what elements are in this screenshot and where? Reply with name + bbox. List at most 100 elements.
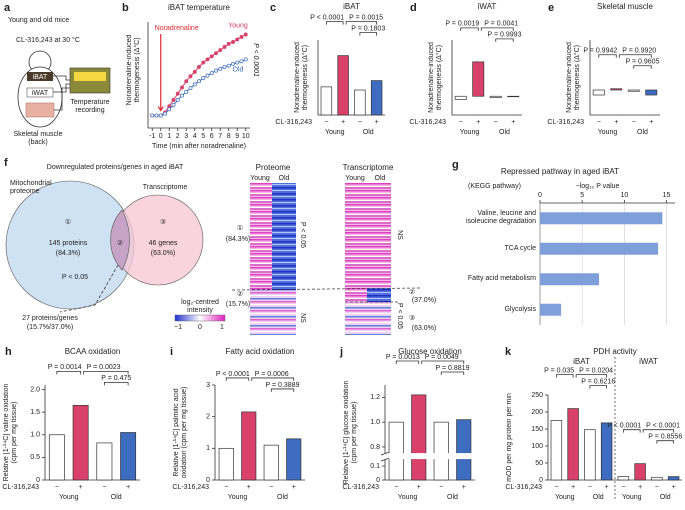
bracket bbox=[575, 374, 608, 378]
overlap-label: (15.7%/37.0%) bbox=[27, 324, 73, 331]
panel-letter: f bbox=[4, 157, 8, 169]
bar bbox=[489, 95, 502, 98]
bar bbox=[667, 476, 680, 481]
bar bbox=[584, 429, 596, 481]
y-tick-label: 0.1 bbox=[370, 463, 380, 470]
group-label: Young bbox=[325, 129, 345, 136]
venn-label: Mitochondrial bbox=[10, 180, 52, 187]
legend-label: Young bbox=[228, 22, 248, 29]
y-tick-label: 150 bbox=[531, 426, 543, 433]
x-tick-label: − bbox=[324, 119, 328, 126]
point bbox=[218, 66, 223, 71]
axis bbox=[147, 22, 250, 129]
bracket bbox=[598, 54, 617, 58]
bracket bbox=[495, 38, 514, 42]
point bbox=[205, 57, 210, 62]
x-tick-label: + bbox=[126, 484, 130, 491]
section-stat: P < 0.05 bbox=[299, 222, 306, 248]
x-tick-label: − bbox=[394, 484, 398, 491]
point bbox=[180, 85, 184, 90]
bar bbox=[48, 434, 65, 481]
column-label: Old bbox=[375, 175, 386, 182]
bar bbox=[218, 447, 234, 481]
point bbox=[197, 79, 201, 84]
bar bbox=[241, 411, 257, 481]
p-value: P = 0.9920 bbox=[622, 48, 656, 55]
panel-title: Downregulated proteins/genes in aged iBA… bbox=[47, 164, 184, 171]
bar bbox=[96, 442, 113, 481]
x-tick-label: 3 bbox=[184, 133, 188, 140]
x-tick-label: 15 bbox=[663, 192, 671, 199]
heatmap-block bbox=[345, 288, 367, 302]
chart-title: iBAT temperature bbox=[168, 3, 231, 12]
point bbox=[175, 97, 180, 102]
section-label: (37.0%) bbox=[412, 297, 437, 304]
point bbox=[192, 69, 197, 74]
p-value: P = 0.8556 bbox=[648, 434, 682, 441]
chart-title: BCAA oxidation bbox=[65, 347, 121, 356]
p-value: P = 0.0049 bbox=[425, 354, 459, 361]
bar bbox=[370, 80, 383, 116]
x-tick-label: 10 bbox=[620, 192, 628, 199]
y-tick-label: 100 bbox=[531, 443, 543, 450]
y-tick-label-box: TCA cycle bbox=[504, 245, 536, 252]
row-label: CL-316,243 bbox=[342, 484, 379, 491]
axis-break bbox=[381, 453, 475, 460]
point bbox=[205, 73, 210, 78]
p-value: P < 0.0001 bbox=[646, 423, 680, 430]
bar bbox=[337, 55, 349, 116]
x-tick-label: − bbox=[224, 484, 228, 491]
point bbox=[201, 76, 206, 81]
bracket bbox=[225, 377, 250, 381]
x-tick-label: + bbox=[462, 484, 466, 491]
x-tick-label: 2 bbox=[176, 133, 180, 140]
bracket bbox=[480, 27, 514, 31]
chart-title: Skeletal muscle bbox=[597, 2, 654, 11]
bracket bbox=[325, 21, 344, 25]
point bbox=[222, 44, 227, 49]
tissue-label: iBAT bbox=[33, 74, 48, 81]
section-stat: NS bbox=[396, 230, 403, 240]
point bbox=[226, 63, 231, 68]
y-axis-label-box: Relative [1-¹⁴C] palmitic acid oxidation… bbox=[173, 387, 188, 479]
point bbox=[214, 68, 218, 73]
legend-label: Old bbox=[233, 66, 244, 73]
point bbox=[171, 102, 176, 107]
x-tick-label: 6 bbox=[210, 133, 214, 140]
y-axis-label: Noradrenaline-induced thermogenesis (Δ°C… bbox=[294, 42, 310, 113]
x-tick-label: 8 bbox=[227, 133, 231, 140]
x-tick-label: 1 bbox=[167, 133, 171, 140]
bracket bbox=[555, 374, 574, 378]
point bbox=[154, 113, 159, 118]
group-label: Young bbox=[622, 494, 642, 501]
x-tick-label: − bbox=[269, 484, 273, 491]
bracket bbox=[270, 388, 295, 392]
point bbox=[180, 93, 184, 98]
bar bbox=[540, 303, 562, 316]
bar bbox=[320, 86, 333, 116]
bar bbox=[540, 273, 600, 286]
point bbox=[209, 54, 214, 59]
bar bbox=[286, 438, 302, 481]
group-label: Old bbox=[363, 129, 374, 136]
y-tick-label: 1 bbox=[206, 445, 210, 452]
x-tick-label: + bbox=[375, 119, 379, 126]
panel-letter: h bbox=[5, 346, 12, 358]
muscle-box bbox=[25, 102, 55, 118]
group-label: Young bbox=[228, 494, 248, 501]
point bbox=[235, 60, 240, 65]
region-id: ③ bbox=[160, 218, 166, 226]
overlap-label: 27 proteins/genes bbox=[22, 315, 78, 322]
y-tick-label-box: Valine, leucine and isoleucine degradati… bbox=[466, 210, 536, 225]
y-axis-label-box: mOD per mg protein per min bbox=[506, 393, 513, 482]
point bbox=[209, 71, 214, 76]
x-tick-label: + bbox=[614, 119, 618, 126]
panel-letter: e bbox=[548, 2, 554, 14]
y-axis-label-box: Noradrenaline-induced thermogenesis (Δ°C… bbox=[428, 42, 443, 113]
p-value: P < 0.0001 bbox=[216, 371, 250, 378]
p-value: P = 0.0006 bbox=[255, 371, 289, 378]
bar bbox=[263, 444, 279, 481]
x-tick-label: + bbox=[649, 119, 653, 126]
chart-title: Repressed pathway in aged iBAT bbox=[501, 167, 619, 176]
bracket bbox=[589, 385, 608, 389]
